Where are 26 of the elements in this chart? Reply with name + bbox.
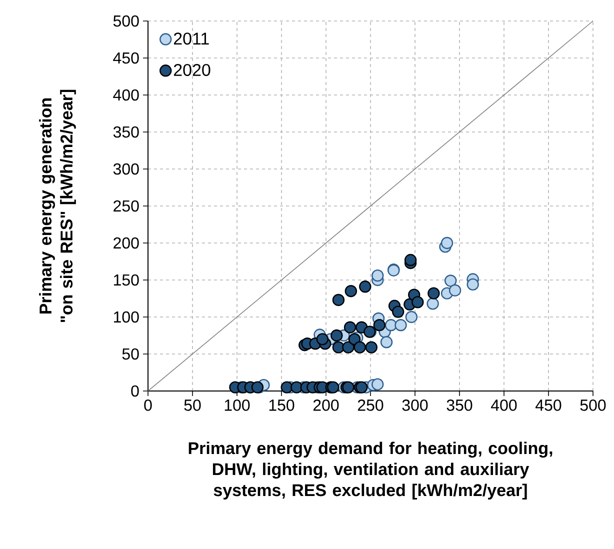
x-tick-label: 350 [446,400,472,411]
x-tick-label: 0 [144,400,152,411]
x-axis-title: Primary energy demand for heating, cooling, DHW, lighting, ventilation and auxiliary systems, RES excluded [kWh/m2/year] [188,442,552,500]
y-tick-label: 250 [114,200,139,212]
y-tick-label: 500 [113,15,139,27]
x-tick-label: 400 [491,400,517,411]
y-tick-label: 0 [131,385,139,397]
legend-label: 2020 [174,64,210,76]
x-tick-label: 250 [358,400,384,411]
x-tick-label: 150 [269,400,294,411]
x-tick-label: 300 [402,400,428,411]
x-tick-label: 100 [224,400,250,411]
y-tick-label: 200 [114,237,139,249]
y-tick-label: 300 [113,163,139,175]
y-tick-label: 100 [114,311,139,323]
x-tick-label: 50 [184,400,201,411]
y-tick-label: 450 [113,52,139,64]
x-tick-label: 450 [536,400,562,411]
x-tick-label: 200 [313,400,339,411]
y-tick-label: 150 [114,274,139,286]
y-axis-title: Primary energy generation "on site RES" [kWh/m2/year] [39,90,76,322]
y-tick-label: 400 [113,89,139,101]
x-tick-label: 500 [580,400,606,411]
legend-label: 2011 [174,32,209,45]
y-tick-label: 350 [113,126,139,138]
y-tick-label: 50 [122,348,139,360]
